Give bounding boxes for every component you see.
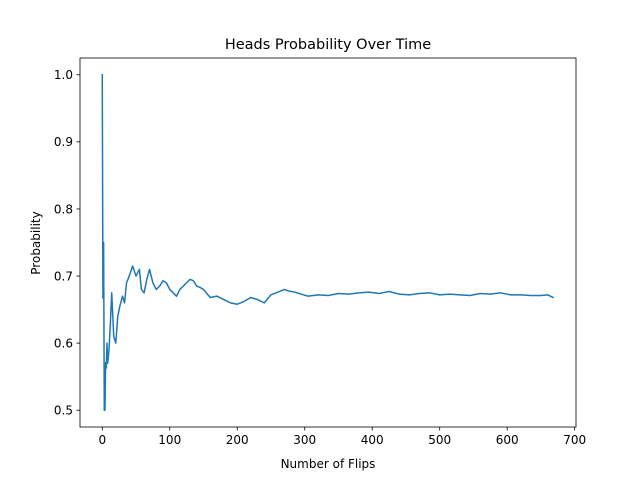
x-tick-label: 300 <box>293 433 316 447</box>
x-tick-label: 0 <box>98 433 106 447</box>
chart-title: Heads Probability Over Time <box>225 37 431 53</box>
axes-frame <box>79 57 577 428</box>
x-tick-label: 400 <box>361 433 384 447</box>
y-axis-label: Probability <box>29 211 43 274</box>
y-tick-label: 0.6 <box>54 336 73 350</box>
x-tick-label: 600 <box>496 433 519 447</box>
x-tick-label: 500 <box>428 433 451 447</box>
x-tick-label: 700 <box>563 433 586 447</box>
y-tick-label: 0.9 <box>54 135 73 149</box>
y-tick-label: 0.8 <box>54 202 73 216</box>
x-axis-label: Number of Flips <box>281 457 376 471</box>
series-line-0 <box>101 74 555 411</box>
y-tick-label: 1.0 <box>54 68 73 82</box>
x-tick-label: 100 <box>158 433 181 447</box>
y-tick-label: 0.5 <box>54 404 73 418</box>
plot-area: 0 100 200 300 400 500 600 700 0.5 0.6 0.7 0.8 0.9 1.0 <box>54 57 586 447</box>
x-tick-label: 200 <box>226 433 249 447</box>
y-tick-label: 0.7 <box>54 269 73 283</box>
